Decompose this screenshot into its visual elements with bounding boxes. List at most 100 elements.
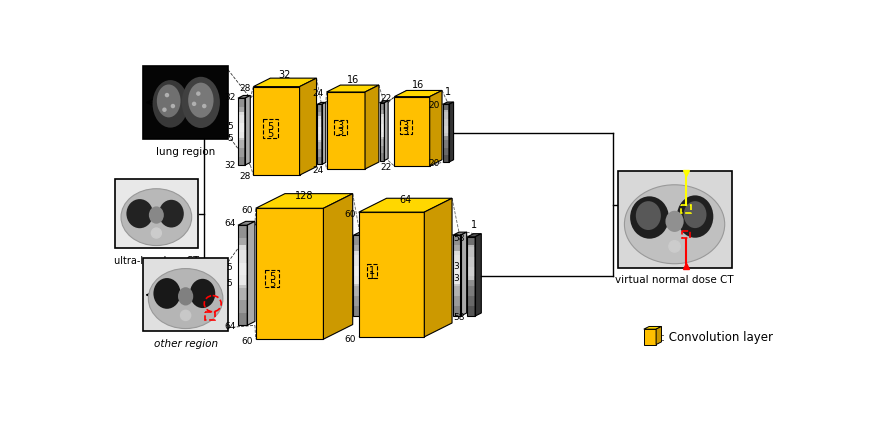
Polygon shape (442, 148, 448, 155)
Bar (143, 259, 228, 332)
Text: 24: 24 (312, 89, 323, 98)
Polygon shape (238, 275, 247, 288)
Polygon shape (353, 265, 361, 276)
Ellipse shape (635, 201, 660, 230)
Polygon shape (317, 112, 322, 120)
Text: 5: 5 (269, 272, 275, 282)
Polygon shape (326, 85, 379, 92)
Ellipse shape (189, 279, 215, 308)
Polygon shape (442, 126, 448, 133)
Polygon shape (238, 225, 247, 238)
Polygon shape (379, 101, 388, 103)
Polygon shape (238, 149, 245, 157)
Polygon shape (247, 221, 255, 325)
Text: 3: 3 (337, 127, 343, 137)
Ellipse shape (121, 189, 191, 246)
Polygon shape (245, 95, 250, 165)
Polygon shape (317, 127, 322, 134)
Text: 3: 3 (337, 121, 343, 131)
Text: 64: 64 (224, 322, 235, 331)
Polygon shape (326, 92, 365, 169)
Bar (366, 265, 377, 278)
Text: 5: 5 (267, 122, 273, 132)
Polygon shape (238, 107, 245, 115)
Polygon shape (384, 101, 388, 161)
Polygon shape (238, 288, 247, 300)
Circle shape (668, 241, 680, 252)
Bar (380, 114, 383, 137)
Polygon shape (643, 329, 655, 345)
Text: 5: 5 (227, 122, 233, 131)
Polygon shape (452, 265, 460, 276)
Ellipse shape (188, 83, 213, 118)
Polygon shape (452, 296, 460, 306)
Polygon shape (467, 234, 481, 237)
Polygon shape (238, 263, 247, 275)
Polygon shape (474, 234, 481, 316)
Polygon shape (442, 140, 448, 148)
Polygon shape (467, 266, 474, 276)
Circle shape (171, 104, 175, 107)
Text: 60: 60 (241, 337, 252, 346)
Text: 5: 5 (226, 279, 232, 288)
Text: 24: 24 (312, 166, 323, 175)
Bar (443, 110, 448, 136)
Ellipse shape (156, 84, 181, 117)
Ellipse shape (159, 200, 183, 227)
Polygon shape (353, 286, 361, 296)
Polygon shape (448, 102, 453, 162)
Text: ultra-low dose CT: ultra-low dose CT (114, 256, 199, 266)
Polygon shape (323, 194, 352, 339)
Text: 32: 32 (278, 70, 291, 80)
Text: virtual normal dose CT: virtual normal dose CT (614, 275, 733, 285)
Polygon shape (238, 98, 245, 107)
Polygon shape (643, 326, 660, 329)
Text: 16: 16 (412, 80, 424, 90)
Polygon shape (317, 134, 322, 142)
Ellipse shape (149, 207, 163, 224)
Polygon shape (467, 257, 474, 266)
Ellipse shape (182, 77, 220, 128)
Text: 22: 22 (380, 163, 391, 172)
Ellipse shape (149, 268, 222, 329)
Bar (143, 66, 228, 139)
Ellipse shape (676, 195, 713, 238)
Polygon shape (394, 97, 429, 166)
Polygon shape (238, 157, 245, 165)
Text: 28: 28 (239, 172, 250, 181)
Text: 5: 5 (227, 134, 233, 143)
Text: 3: 3 (454, 274, 459, 282)
Bar (400, 120, 412, 134)
Polygon shape (317, 102, 325, 104)
Polygon shape (317, 142, 322, 149)
Bar (265, 270, 278, 287)
Polygon shape (379, 146, 384, 153)
Polygon shape (238, 221, 255, 225)
Text: 5: 5 (269, 279, 275, 289)
Polygon shape (452, 246, 460, 255)
Text: 1: 1 (368, 271, 375, 281)
Bar (262, 119, 278, 138)
Polygon shape (238, 238, 247, 250)
Circle shape (202, 104, 206, 107)
Polygon shape (442, 133, 448, 140)
Polygon shape (379, 132, 384, 139)
Polygon shape (317, 104, 322, 112)
Polygon shape (299, 78, 316, 175)
Polygon shape (238, 115, 245, 123)
Polygon shape (467, 306, 474, 316)
Polygon shape (460, 232, 466, 316)
Circle shape (192, 102, 196, 105)
Polygon shape (655, 326, 660, 345)
Circle shape (181, 310, 190, 320)
Bar (238, 245, 246, 285)
Ellipse shape (153, 278, 181, 309)
Polygon shape (467, 286, 474, 296)
Circle shape (165, 94, 169, 97)
Text: lung region: lung region (156, 147, 215, 157)
Polygon shape (467, 237, 474, 247)
Polygon shape (452, 306, 460, 316)
Polygon shape (238, 250, 247, 263)
Text: 5: 5 (267, 129, 273, 139)
Polygon shape (353, 235, 361, 246)
